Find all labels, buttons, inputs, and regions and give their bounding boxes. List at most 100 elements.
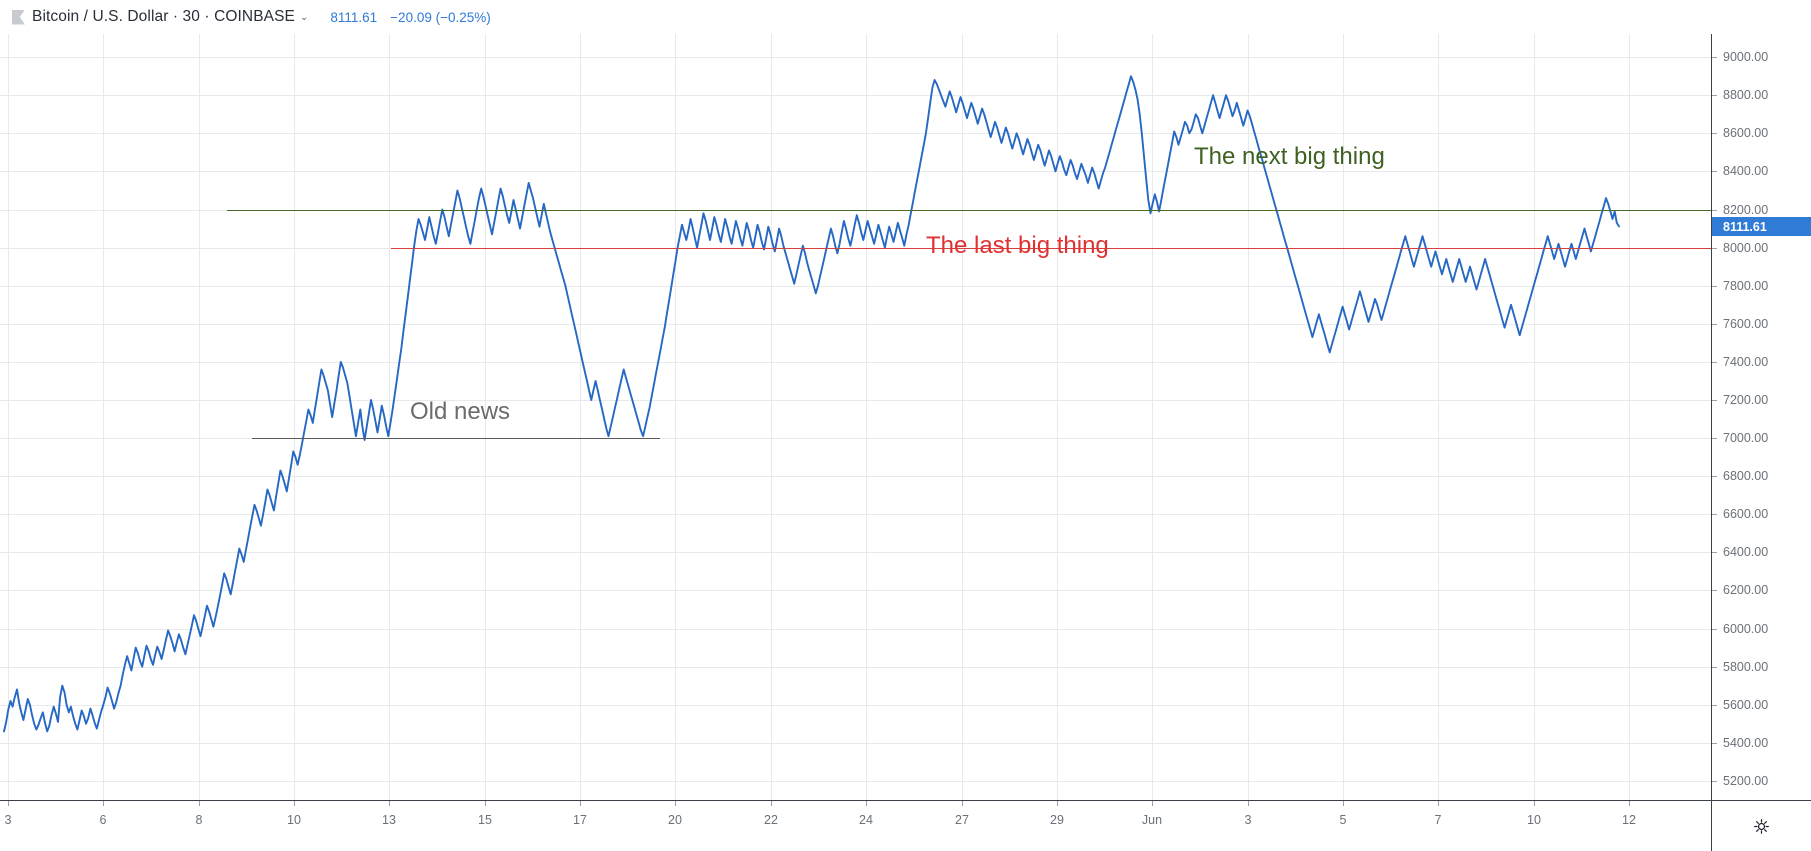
price-tick: 5400.00 (1712, 736, 1768, 750)
tick-dash (1712, 475, 1717, 477)
price-tick: 8000.00 (1712, 241, 1768, 255)
price-tick: 6200.00 (1712, 583, 1768, 597)
gridline-vertical (771, 0, 772, 800)
price-tick: 5200.00 (1712, 774, 1768, 788)
price-axis[interactable]: 5200.00 5400.00 5600.00 5800.00 6000.00 6200.… (1712, 0, 1811, 800)
price-tick: 9000.00 (1712, 50, 1768, 64)
chart-header: Bitcoin / U.S. Dollar · 30 · COINBASE ⌄ … (0, 0, 1811, 34)
gridline-vertical (1534, 0, 1535, 800)
tick-dash (962, 801, 963, 806)
tick-dash (1712, 56, 1717, 58)
gridline-vertical (1343, 0, 1344, 800)
time-tick-label: 8 (195, 813, 203, 827)
time-tick-label: 22 (764, 813, 778, 827)
gridline-vertical (580, 0, 581, 800)
time-tick-label: 10 (287, 813, 301, 827)
gridline-horizontal (0, 476, 1711, 477)
price-tick: 5600.00 (1712, 698, 1768, 712)
gridline-horizontal (0, 57, 1711, 58)
price-tick-label: 8600.00 (1723, 126, 1769, 140)
annotation-label-the-last-big-thing[interactable]: The last big thing (926, 232, 1109, 259)
time-tick-label: 29 (1050, 813, 1064, 827)
time-tick-label: 6 (99, 813, 107, 827)
chart-settings-button[interactable] (1712, 801, 1811, 851)
annotation-label-the-next-big-thing[interactable]: The next big thing (1194, 143, 1385, 170)
tick-dash (1712, 94, 1717, 96)
gridline-vertical (962, 0, 963, 800)
quote-block: 8111.61 −20.09 (−0.25%) (330, 10, 490, 25)
price-change: −20.09 (−0.25%) (390, 9, 491, 25)
time-tick-label: 20 (668, 813, 682, 827)
time-tick-label: 3 (1244, 813, 1252, 827)
tick-dash (389, 801, 390, 806)
price-tick-label: 8200.00 (1723, 203, 1769, 217)
price-tick: 7800.00 (1712, 279, 1768, 293)
price-tick-label: 5800.00 (1723, 660, 1769, 674)
price-tick-label: 8800.00 (1723, 88, 1769, 102)
last-price: 8111.61 (330, 9, 378, 25)
gridline-horizontal (0, 514, 1711, 515)
tick-dash (8, 801, 9, 806)
price-tick-label: 6000.00 (1723, 622, 1769, 636)
gridline-vertical (389, 0, 390, 800)
tick-dash (1712, 170, 1717, 172)
gridline-horizontal (0, 743, 1711, 744)
gridline-horizontal (0, 95, 1711, 96)
gridline-horizontal (0, 324, 1711, 325)
price-tick-label: 6400.00 (1723, 545, 1769, 559)
time-axis[interactable]: 3 6 8 10 13 15 17 20 22 24 27 29 Jun 3 5 7 10 12 (0, 801, 1711, 851)
tick-dash (1712, 247, 1717, 249)
tick-dash (1343, 801, 1344, 806)
tick-dash (1712, 704, 1717, 706)
gridline-vertical (199, 0, 200, 800)
gridline-vertical (675, 0, 676, 800)
price-tick-label: 6800.00 (1723, 469, 1769, 483)
price-series (3, 75, 1620, 733)
chevron-down-icon[interactable]: ⌄ (299, 12, 309, 23)
gridline-vertical (8, 0, 9, 800)
chart-plot-area[interactable]: Old news The last big thing The next big t… (0, 0, 1711, 800)
gridline-horizontal (0, 133, 1711, 134)
gridline-vertical (103, 0, 104, 800)
current-price-badge: 8111.61 (1712, 217, 1811, 236)
gridline-horizontal (0, 286, 1711, 287)
gridline-horizontal (0, 590, 1711, 591)
tick-dash (1057, 801, 1058, 806)
trend-line-the-last-big-thing[interactable] (391, 248, 1711, 249)
time-tick-label: 17 (573, 813, 587, 827)
price-tick-label: 8400.00 (1723, 164, 1769, 178)
price-tick-label: 7000.00 (1723, 431, 1769, 445)
tick-dash (103, 801, 104, 806)
tick-dash (1712, 551, 1717, 553)
tick-dash (199, 801, 200, 806)
series-polyline (3, 75, 1620, 733)
tick-dash (1712, 666, 1717, 668)
tick-dash (1712, 323, 1717, 325)
gridline-horizontal (0, 552, 1711, 553)
gridline-horizontal (0, 629, 1711, 630)
tick-dash (771, 801, 772, 806)
gridline-vertical (1057, 0, 1058, 800)
price-tick: 6000.00 (1712, 622, 1768, 636)
price-tick-label: 7600.00 (1723, 317, 1769, 331)
gridline-vertical (294, 0, 295, 800)
tick-dash (1712, 437, 1717, 439)
gridline-horizontal (0, 705, 1711, 706)
tick-dash (1712, 628, 1717, 630)
time-tick-label: 12 (1622, 813, 1636, 827)
price-tick-label: 9000.00 (1723, 50, 1769, 64)
gridline-vertical (1438, 0, 1439, 800)
annotation-label-old-news[interactable]: Old news (410, 398, 511, 425)
trend-line-the-next-big-thing[interactable] (227, 210, 1711, 211)
time-tick-label: Jun (1141, 813, 1163, 827)
trend-line-old-news[interactable] (252, 438, 660, 439)
tick-dash (1534, 801, 1535, 806)
price-tick-label: 5400.00 (1723, 736, 1769, 750)
tick-dash (1629, 801, 1630, 806)
symbol-title[interactable]: Bitcoin / U.S. Dollar · 30 · COINBASE (32, 8, 295, 25)
tick-dash (1712, 361, 1717, 363)
price-tick: 7200.00 (1712, 393, 1768, 407)
gridline-vertical (1248, 0, 1249, 800)
gridline-vertical (485, 0, 486, 800)
